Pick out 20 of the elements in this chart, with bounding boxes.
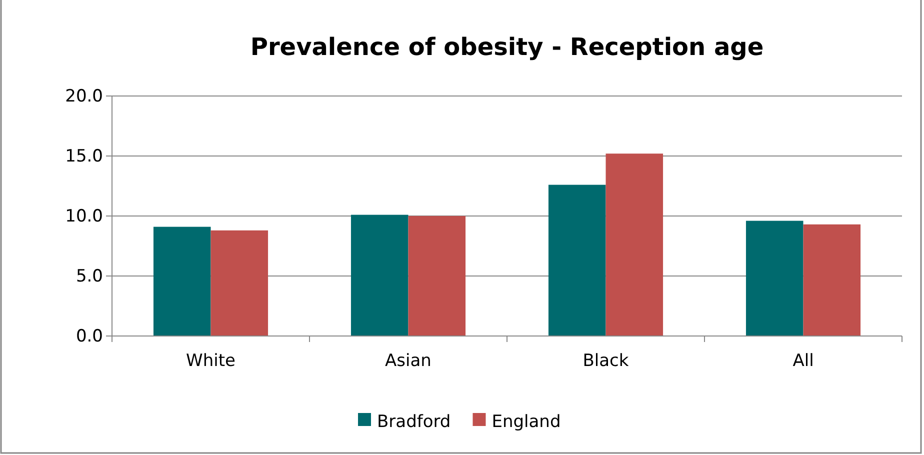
y-tick-label: 0.0 <box>76 326 103 346</box>
x-tick-label: All <box>792 351 814 372</box>
legend-label: Bradford <box>377 412 451 432</box>
y-tick-label: 5.0 <box>76 266 103 286</box>
bar <box>408 216 466 336</box>
bar <box>548 184 606 336</box>
y-tick-label: 20.0 <box>65 86 103 106</box>
bar <box>210 230 268 336</box>
x-tick-label: Black <box>582 351 629 372</box>
bar <box>153 226 211 336</box>
x-tick-label: Asian <box>385 351 432 372</box>
bar <box>803 224 861 336</box>
bar <box>606 154 664 336</box>
y-tick-label: 10.0 <box>65 206 103 226</box>
bar <box>746 220 804 336</box>
y-tick-label: 15.0 <box>65 146 103 166</box>
x-tick-label: White <box>186 351 236 372</box>
chart-title: Prevalence of obesity - Reception age <box>250 33 764 61</box>
legend-label: England <box>492 412 561 432</box>
bar <box>350 214 408 336</box>
